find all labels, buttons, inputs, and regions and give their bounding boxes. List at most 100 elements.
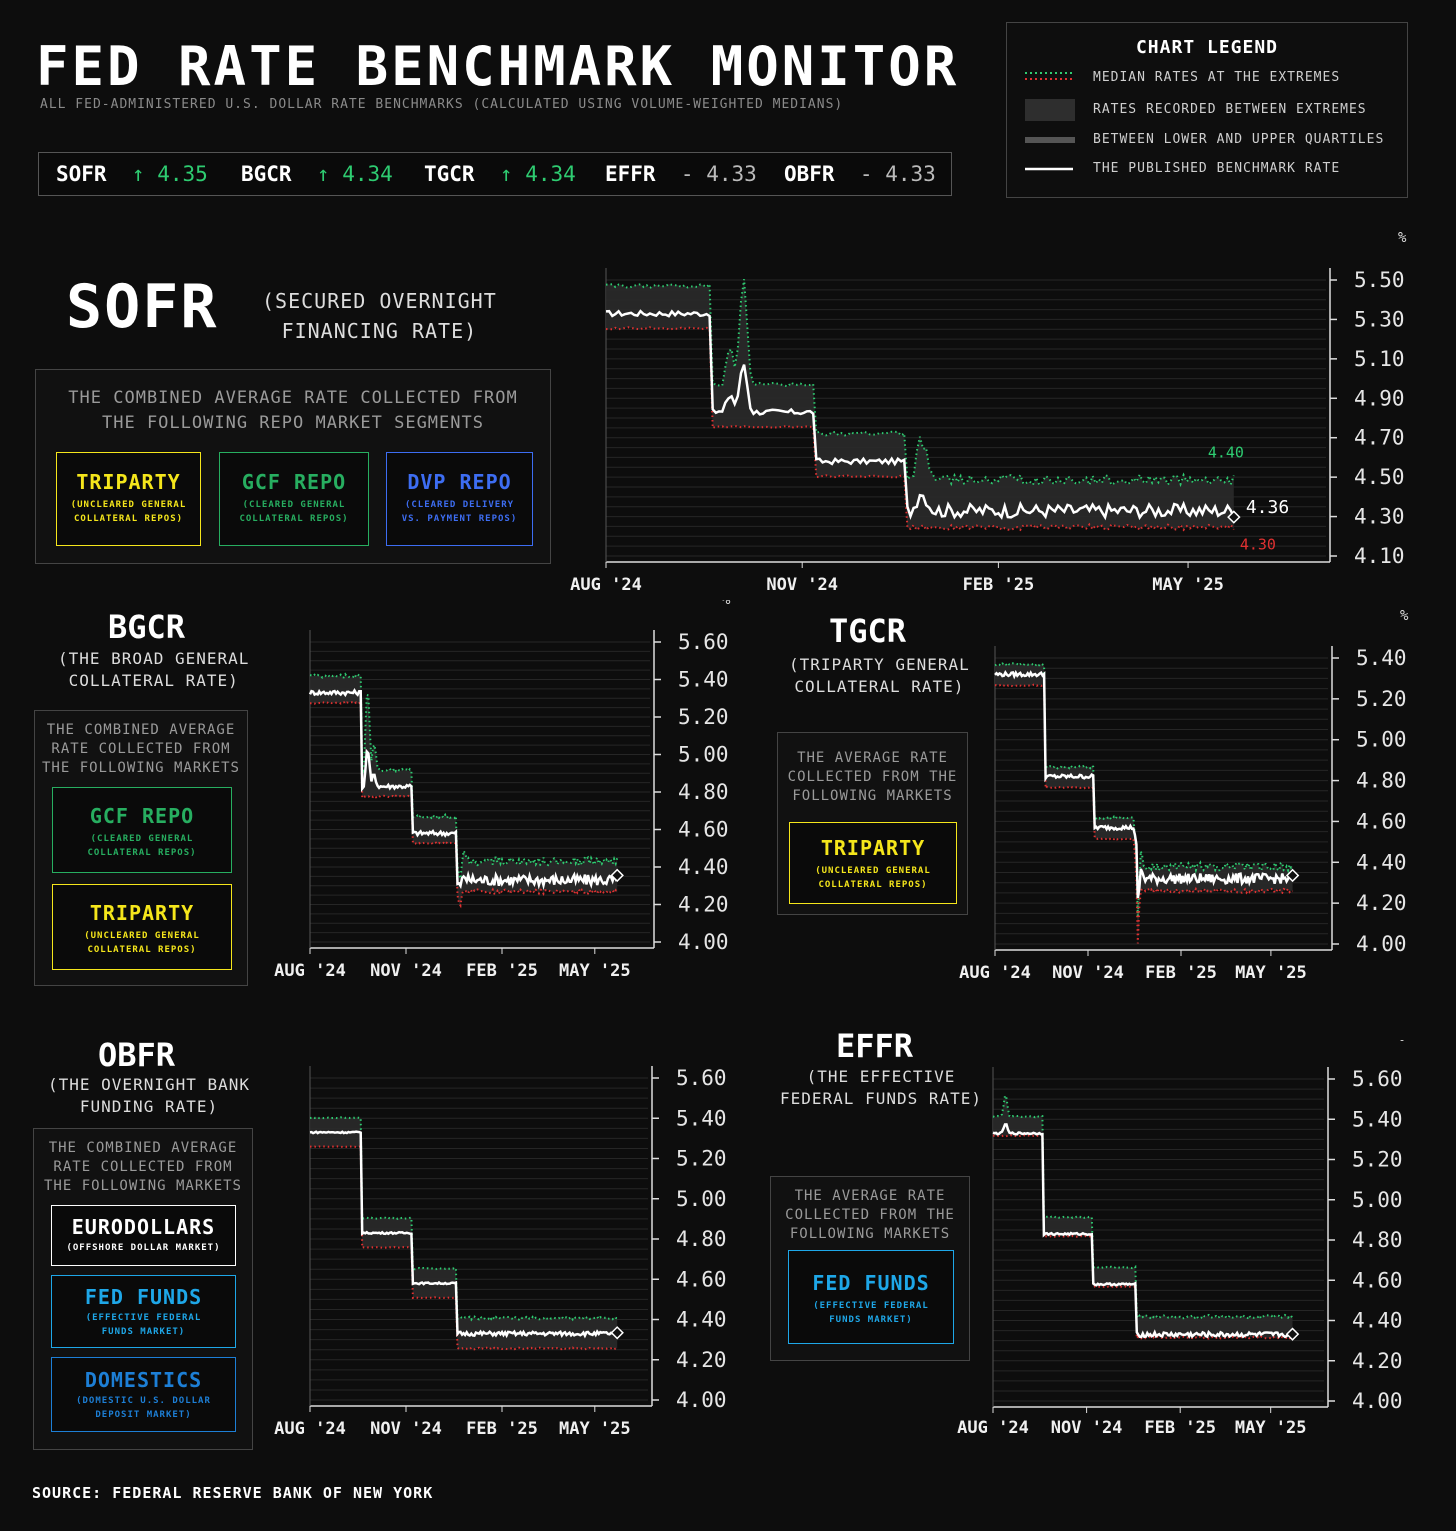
segment-gcf-repo: GCF REPO (CLEARED GENERAL COLLATERAL REP… xyxy=(52,787,232,873)
y-tick-label: 5.00 xyxy=(676,1187,727,1211)
segment-sub: COLLATERAL REPOS) xyxy=(87,848,197,858)
x-tick-label: FEB '25 xyxy=(466,961,538,981)
upper-extreme-line xyxy=(992,1092,1294,1321)
segment-name: DVP REPO xyxy=(407,470,512,494)
segment-name: FED FUNDS xyxy=(812,1271,930,1295)
y-tick-label: 5.00 xyxy=(1356,728,1407,752)
x-tick-label: AUG '24 xyxy=(274,961,346,981)
sofr-fullname: (SECURED OVERNIGHT FINANCING RATE) xyxy=(262,286,497,346)
segment-sub: COLLATERAL REPOS) xyxy=(87,945,197,955)
y-tick-label: 4.40 xyxy=(678,855,729,879)
y-tick-label: 5.40 xyxy=(678,668,729,692)
y-tick-label: 4.40 xyxy=(1356,850,1407,874)
segment-sub: (EFFECTIVE FEDERAL xyxy=(813,1301,929,1311)
bgcr-name: BGCR xyxy=(108,608,186,646)
segment-sub: COLLATERAL REPOS) xyxy=(73,514,184,524)
fullname-line: COLLATERAL RATE) xyxy=(794,677,965,696)
segment-sub: (UNCLEARED GENERAL xyxy=(815,866,931,876)
y-tick-label: 5.60 xyxy=(678,630,729,654)
sofr-name: SOFR xyxy=(66,272,219,342)
y-tick-label: 4.20 xyxy=(1356,891,1407,915)
lower-extreme-line xyxy=(992,1134,1294,1341)
ticker-value: 4.35 xyxy=(157,162,208,186)
ticker-effr: EFFR - 4.33 xyxy=(605,162,757,186)
fullname-line: (SECURED OVERNIGHT xyxy=(262,289,497,313)
y-tick-label: 5.30 xyxy=(1354,307,1405,331)
y-unit-label: % xyxy=(720,1040,729,1044)
y-tick-label: 5.00 xyxy=(678,743,729,767)
up-arrow-icon: ↑ xyxy=(131,162,145,186)
segment-sub: (CLEARED DELIVERY xyxy=(404,500,515,510)
x-tick-label: FEB '25 xyxy=(1145,963,1217,983)
segment-sub: (OFFSHORE DOLLAR MARKET) xyxy=(66,1243,221,1253)
segment-name: TRIPARTY xyxy=(76,470,181,494)
segment-sub: (EFFECTIVE FEDERAL xyxy=(85,1313,202,1323)
y-tick-label: 4.20 xyxy=(1352,1349,1403,1373)
latest-point-marker xyxy=(610,1326,624,1340)
y-unit-label: % xyxy=(722,600,731,608)
effr-chart: 5.60 5.40 5.20 5.00 4.80 4.60 4.40 4.20 4.00% AUG… xyxy=(957,1040,1405,1438)
segment-fed-funds: FED FUNDS (EFFECTIVE FEDERAL FUNDS MARKE… xyxy=(788,1250,954,1344)
x-tick-label: AUG '24 xyxy=(959,963,1031,983)
desc-line: FOLLOWING MARKETS xyxy=(792,788,953,804)
range-band xyxy=(606,279,1234,530)
annotation-lower: 4.30 xyxy=(1240,536,1276,554)
flat-dash-icon: - xyxy=(859,162,873,186)
desc-line: THE COMBINED AVERAGE xyxy=(48,1140,238,1156)
effr-name: EFFR xyxy=(836,1027,914,1065)
segment-sub: FUNDS MARKET) xyxy=(101,1327,186,1337)
effr-segments-box: THE AVERAGE RATE COLLECTED FROM THE FOLL… xyxy=(770,1176,970,1361)
y-tick-label: 4.00 xyxy=(1352,1389,1403,1413)
ticker-name: TGCR xyxy=(424,162,475,186)
segment-name: TRIPARTY xyxy=(820,836,926,860)
desc-line: THE COMBINED AVERAGE xyxy=(46,722,236,738)
up-arrow-icon: ↑ xyxy=(316,162,330,186)
desc-line: THE AVERAGE RATE xyxy=(794,1188,946,1204)
ticker-tgcr: TGCR ↑ 4.34 xyxy=(424,162,576,186)
legend-item: MEDIAN RATES AT THE EXTREMES xyxy=(1093,70,1341,85)
ticker-name: SOFR xyxy=(56,162,107,186)
y-tick-label: 4.10 xyxy=(1354,544,1405,568)
legend-swatches xyxy=(1025,72,1075,171)
segment-sub: (CLEARED GENERAL xyxy=(90,834,194,844)
segment-sub: DEPOSIT MARKET) xyxy=(95,1410,192,1420)
desc-line: THE FOLLOWING REPO MARKET SEGMENTS xyxy=(102,413,484,433)
annotation-last: 4.36 xyxy=(1246,497,1289,518)
segment-eurodollars: EURODOLLARS (OFFSHORE DOLLAR MARKET) xyxy=(51,1205,236,1266)
y-tick-label: 5.50 xyxy=(1354,268,1405,292)
y-tick-label: 4.60 xyxy=(1356,809,1407,833)
latest-point-marker xyxy=(1227,510,1241,524)
tgcr-name: TGCR xyxy=(829,612,907,650)
desc-line: THE FOLLOWING MARKETS xyxy=(41,760,240,776)
y-tick-label: 4.80 xyxy=(1352,1228,1403,1252)
benchmark-line xyxy=(994,669,1294,899)
page-subtitle: ALL FED-ADMINISTERED U.S. DOLLAR RATE BE… xyxy=(40,97,844,112)
obfr-segments-box: THE COMBINED AVERAGE RATE COLLECTED FROM… xyxy=(33,1128,253,1450)
segment-sub: COLLATERAL REPOS) xyxy=(818,880,928,890)
segment-name: GCF REPO xyxy=(241,470,347,494)
legend-item: BETWEEN LOWER AND UPPER QUARTILES xyxy=(1093,132,1385,147)
segment-sub: COLLATERAL REPOS) xyxy=(239,514,349,524)
ticker-name: EFFR xyxy=(605,162,656,186)
y-tick-label: 4.80 xyxy=(1356,769,1407,793)
bgcr-segments-box: THE COMBINED AVERAGE RATE COLLECTED FROM… xyxy=(34,710,248,986)
y-tick-label: 4.00 xyxy=(678,930,729,954)
segment-domestics: DOMESTICS (DOMESTIC U.S. DOLLAR DEPOSIT … xyxy=(51,1357,236,1432)
segment-name: TRIPARTY xyxy=(89,901,195,925)
up-arrow-icon: ↑ xyxy=(499,162,513,186)
segment-triparty: TRIPARTY (UNCLEARED GENERAL COLLATERAL R… xyxy=(52,884,232,970)
desc-line: COLLECTED FROM THE xyxy=(787,769,958,785)
y-tick-label: 5.20 xyxy=(1352,1148,1403,1172)
segment-sub: (UNCLEARED GENERAL xyxy=(84,931,200,941)
ticker-bar: SOFR ↑ 4.35 BGCR ↑ 4.34 TGCR ↑ 4.34 EFFR… xyxy=(38,152,952,196)
desc-line: THE COMBINED AVERAGE RATE COLLECTED FROM xyxy=(68,388,518,408)
tgcr-segments-box: THE AVERAGE RATE COLLECTED FROM THE FOLL… xyxy=(777,732,968,915)
x-tick-label: NOV '24 xyxy=(1051,1418,1123,1438)
ticker-value: 4.34 xyxy=(342,162,393,186)
desc-line: COLLECTED FROM THE xyxy=(785,1207,955,1223)
legend-swatch-quartile xyxy=(1025,137,1075,143)
x-tick-label: NOV '24 xyxy=(766,575,838,595)
y-tick-label: 5.40 xyxy=(1356,646,1407,670)
segment-triparty: TRIPARTY (UNCLEARED GENERAL COLLATERAL R… xyxy=(789,822,957,904)
flat-dash-icon: - xyxy=(680,162,694,186)
